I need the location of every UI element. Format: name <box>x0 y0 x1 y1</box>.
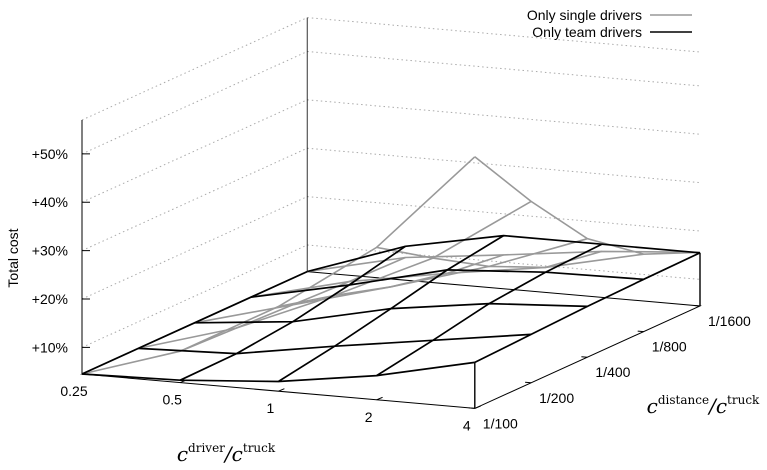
legend-label-team: Only team drivers <box>532 24 642 40</box>
y-tick-mark <box>525 381 532 384</box>
legend: Only single drivers Only team drivers <box>527 7 692 40</box>
mesh-line-y <box>307 250 701 273</box>
base-frame <box>80 271 702 409</box>
mesh-line-y <box>138 200 532 350</box>
mesh-line-y <box>250 269 644 299</box>
z-gridline <box>81 196 701 300</box>
z-gridline <box>81 50 701 155</box>
surface-team-drivers <box>81 234 701 409</box>
z-tick-label: +30% <box>32 243 68 259</box>
tick-labels: +10% +20% +30% +40% +50% 0.25 0.5 1 2 4 1/100 1/200… <box>32 146 751 434</box>
back-gridlines <box>81 17 701 348</box>
x-tick-label: 0.5 <box>162 392 182 408</box>
x-tick-mark <box>474 405 481 409</box>
y-tick-label: 1/400 <box>595 364 630 380</box>
x-tick-label: 0.25 <box>60 383 87 399</box>
z-gridline <box>81 147 701 252</box>
x-tick-label: 4 <box>463 417 471 433</box>
mesh-line-y <box>138 333 532 355</box>
mesh-line-x <box>474 156 701 256</box>
mesh-line-y <box>306 234 701 273</box>
z-gridline <box>81 244 701 348</box>
y-axis-title: cdistance/ctruck <box>647 393 760 418</box>
z-tick-label: +10% <box>32 339 68 355</box>
x-tick-label: 1 <box>267 400 275 416</box>
y-tick-mark <box>468 407 475 409</box>
y-tick-label: 1/800 <box>652 339 687 355</box>
y-tick-label: 1/1600 <box>708 313 751 329</box>
mesh-line-y <box>81 361 475 383</box>
mesh-line-y <box>81 156 476 375</box>
y-tick-mark <box>693 305 701 307</box>
z-gridline-top <box>81 17 701 121</box>
z-tick-label: +50% <box>32 146 68 162</box>
mesh-line-y <box>250 253 644 298</box>
z-tick-label: +40% <box>32 194 68 210</box>
surface-single-drivers <box>81 156 701 375</box>
z-gridline <box>81 99 701 203</box>
y-tick-mark <box>581 356 588 358</box>
x-tick-label: 2 <box>365 409 373 425</box>
y-tick-mark <box>637 330 644 333</box>
surface-meshes <box>81 156 701 409</box>
z-axis-label: Total cost <box>5 228 21 287</box>
x-axis-title: cdriver/ctruck <box>177 441 276 466</box>
y-tick-label: 1/100 <box>483 415 518 431</box>
legend-label-single: Only single drivers <box>527 7 642 23</box>
y-tick-label: 1/200 <box>539 390 574 406</box>
mesh-line-y <box>194 302 588 324</box>
x-tick-mark <box>278 388 285 392</box>
z-tick-label: +20% <box>32 291 68 307</box>
mesh-line-x <box>278 254 504 308</box>
x-tick-mark <box>376 396 383 401</box>
mesh-line-y <box>194 237 588 324</box>
